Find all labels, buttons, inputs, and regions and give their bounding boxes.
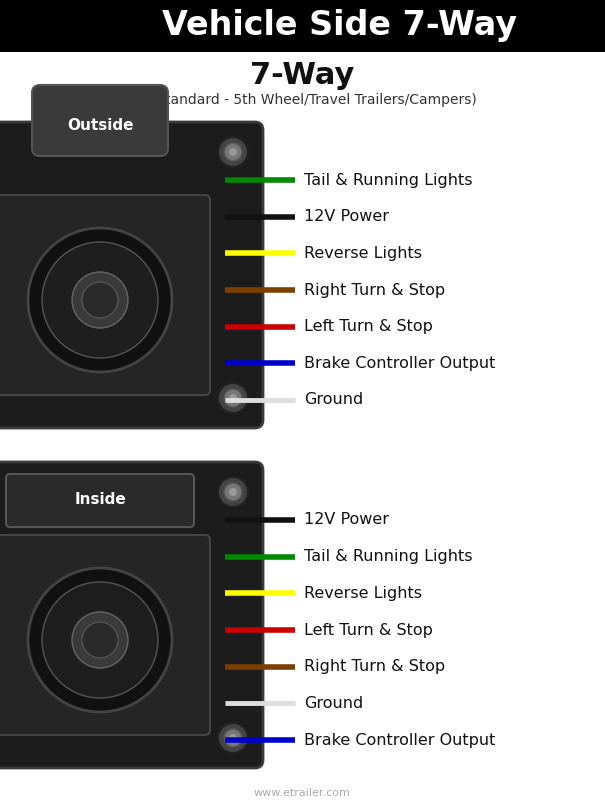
Text: Left Turn & Stop: Left Turn & Stop — [304, 622, 433, 638]
FancyBboxPatch shape — [0, 535, 210, 735]
FancyBboxPatch shape — [0, 195, 210, 395]
Text: Left Turn & Stop: Left Turn & Stop — [304, 319, 433, 334]
FancyBboxPatch shape — [6, 474, 194, 527]
Text: Brake Controller Output: Brake Controller Output — [304, 733, 495, 747]
FancyBboxPatch shape — [0, 122, 263, 428]
Circle shape — [218, 477, 248, 507]
Circle shape — [72, 272, 128, 328]
Text: Inside: Inside — [74, 493, 126, 507]
FancyBboxPatch shape — [0, 462, 263, 768]
Circle shape — [82, 622, 118, 658]
Text: Tail & Running Lights: Tail & Running Lights — [304, 549, 473, 564]
Circle shape — [28, 568, 172, 712]
Circle shape — [229, 488, 237, 496]
Text: Outside: Outside — [67, 118, 133, 133]
Circle shape — [224, 143, 242, 161]
Circle shape — [28, 228, 172, 372]
Circle shape — [224, 729, 242, 747]
Text: Tail & Running Lights: Tail & Running Lights — [304, 173, 473, 187]
Text: Reverse Lights: Reverse Lights — [304, 246, 422, 261]
Circle shape — [224, 483, 242, 501]
Text: Vehicle Side 7-Way: Vehicle Side 7-Way — [163, 10, 517, 42]
Circle shape — [229, 734, 237, 742]
Circle shape — [218, 137, 248, 167]
Text: Ground: Ground — [304, 393, 363, 407]
Text: Brake Controller Output: Brake Controller Output — [304, 356, 495, 371]
Text: 7-Way: 7-Way — [250, 62, 354, 90]
FancyBboxPatch shape — [32, 85, 168, 156]
Circle shape — [42, 582, 158, 698]
Circle shape — [229, 394, 237, 402]
Circle shape — [72, 612, 128, 668]
Circle shape — [224, 389, 242, 407]
Circle shape — [218, 723, 248, 753]
Circle shape — [218, 383, 248, 413]
Bar — [0, 0, 605, 52]
Circle shape — [42, 242, 158, 358]
Text: 12V Power: 12V Power — [304, 209, 389, 224]
Text: Reverse Lights: Reverse Lights — [304, 586, 422, 601]
Text: Right Turn & Stop: Right Turn & Stop — [304, 659, 445, 674]
Text: Ground: Ground — [304, 696, 363, 711]
Circle shape — [82, 282, 118, 318]
Text: 12V Power: 12V Power — [304, 513, 389, 527]
Text: Right Turn & Stop: Right Turn & Stop — [304, 282, 445, 298]
Text: (RV Standard - 5th Wheel/Travel Trailers/Campers): (RV Standard - 5th Wheel/Travel Trailers… — [128, 93, 476, 107]
Circle shape — [229, 148, 237, 156]
Text: www.etrailer.com: www.etrailer.com — [253, 788, 350, 798]
